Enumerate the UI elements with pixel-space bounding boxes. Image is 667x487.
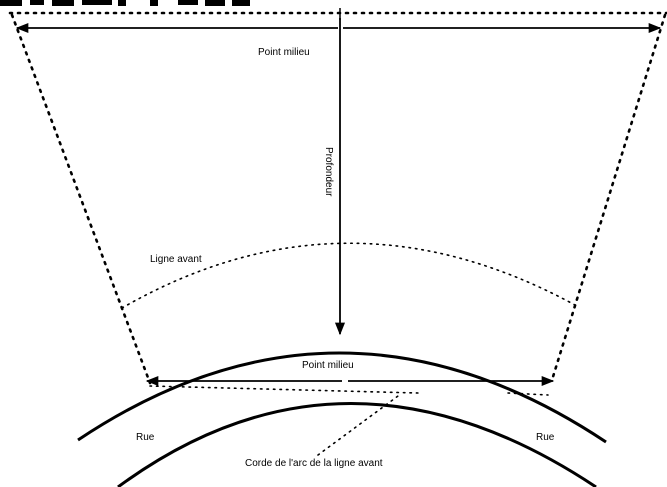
label-point-milieu-bottom: Point milieu bbox=[302, 360, 354, 371]
side-line-left bbox=[10, 13, 152, 385]
front-line-arc bbox=[121, 242, 576, 309]
side-line-right bbox=[550, 13, 667, 382]
label-rue-right: Rue bbox=[536, 432, 555, 443]
chord-line-dotted-right bbox=[507, 392, 549, 396]
road-upper-edge bbox=[77, 351, 607, 444]
label-rue-left: Rue bbox=[136, 432, 155, 443]
label-ligne-avant: Ligne avant bbox=[150, 254, 202, 265]
road-lower-edge bbox=[117, 402, 597, 487]
label-profondeur: Profondeur bbox=[323, 147, 334, 197]
label-point-milieu-top: Point milieu bbox=[258, 47, 310, 58]
clipped-top-text bbox=[0, 0, 250, 6]
chord-line-dotted bbox=[149, 385, 419, 394]
label-corde: Corde de l'arc de la ligne avant bbox=[245, 458, 383, 469]
